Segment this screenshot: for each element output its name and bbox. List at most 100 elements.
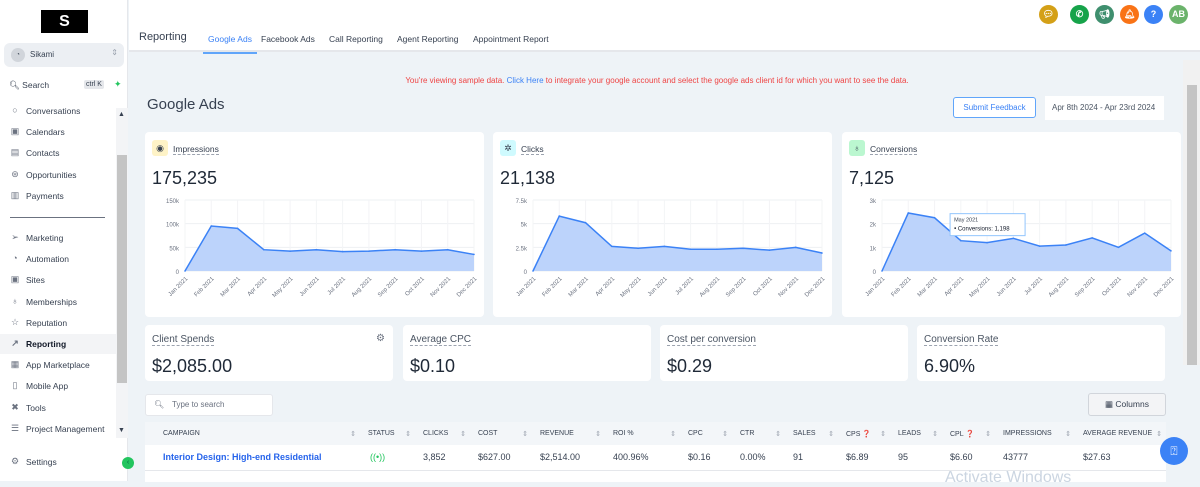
sort-icon[interactable]: ⇕ — [405, 430, 411, 438]
sort-icon[interactable]: ⇕ — [350, 430, 356, 438]
sort-icon[interactable]: ⇕ — [722, 430, 728, 438]
data-point[interactable] — [394, 248, 396, 251]
phone-icon[interactable]: ✆ — [1070, 5, 1089, 24]
sidebar-item-tools[interactable]: ✖ Tools — [0, 398, 116, 418]
data-point[interactable] — [584, 221, 587, 224]
collapse-sidebar-button[interactable]: ‹ — [122, 457, 134, 469]
date-range-picker[interactable]: Apr 8th 2024 - Apr 23rd 2024 — [1045, 96, 1164, 120]
data-point[interactable] — [1065, 244, 1067, 246]
data-point[interactable] — [768, 249, 771, 251]
user-avatar[interactable]: AB — [1169, 5, 1188, 24]
scroll-up-icon[interactable]: ▲ — [118, 111, 125, 118]
column-header-average-revenue[interactable]: AVERAGE REVENUE ⇕ — [1075, 422, 1166, 445]
click-here-link[interactable]: Click Here — [506, 76, 544, 85]
sidebar-item-opportunities[interactable]: ⊛ Opportunities — [0, 165, 116, 185]
campaign-link[interactable]: Interior Design: High-end Residential — [145, 445, 360, 471]
sort-icon[interactable]: ⇕ — [932, 430, 938, 438]
data-point[interactable] — [1012, 237, 1015, 240]
column-header-leads[interactable]: LEADS ⇕ — [890, 422, 942, 445]
sort-icon[interactable]: ⇕ — [1156, 430, 1162, 438]
sort-icon[interactable]: ⇕ — [775, 430, 781, 438]
data-point[interactable] — [1170, 250, 1172, 252]
data-point[interactable] — [716, 248, 718, 251]
sidebar-item-payments[interactable]: ▥ Payments — [0, 186, 116, 206]
sidebar-item-settings[interactable]: ⚙ Settings — [0, 452, 116, 472]
sidebar-item-calendars[interactable]: ▣ Calendars — [0, 122, 116, 142]
column-header-campaign[interactable]: CAMPAIGN ⇕ — [145, 422, 360, 445]
data-point[interactable] — [368, 250, 370, 252]
info-icon[interactable]: ❓ — [862, 430, 872, 438]
data-point[interactable] — [1117, 246, 1120, 249]
data-point[interactable] — [637, 247, 639, 250]
submit-feedback-button[interactable]: Submit Feedback — [953, 97, 1036, 118]
data-point[interactable] — [881, 270, 883, 272]
account-switcher[interactable]: ◔ Sikami ⇕ — [4, 43, 124, 67]
table-search-input[interactable]: 🔍︎ Type to search — [145, 394, 273, 416]
sort-icon[interactable]: ⇕ — [460, 430, 466, 438]
info-icon[interactable]: ❓ — [965, 430, 975, 438]
scroll-down-icon[interactable]: ▼ — [118, 427, 125, 434]
tab-call-reporting[interactable]: Call Reporting — [329, 34, 383, 44]
data-point[interactable] — [315, 248, 318, 251]
tab-google-ads[interactable]: Google Ads — [203, 34, 257, 54]
sidebar-item-marketing[interactable]: ➢ Marketing — [0, 228, 116, 248]
main-scroll-thumb[interactable] — [1187, 85, 1197, 365]
column-header-status[interactable]: STATUS ⇕ — [360, 422, 415, 445]
main-scrollbar[interactable] — [1183, 60, 1200, 365]
column-header-roi-[interactable]: ROI % ⇕ — [605, 422, 680, 445]
sidebar-item-sites[interactable]: ▣ Sites — [0, 270, 116, 290]
gear-icon[interactable]: ⚙ — [376, 333, 385, 344]
column-header-impressions[interactable]: IMPRESSIONS ⇕ — [995, 422, 1075, 445]
megaphone-icon[interactable]: 📢︎ — [1095, 5, 1114, 24]
data-point[interactable] — [236, 227, 239, 230]
sidebar-item-automation[interactable]: ◔ Automation — [0, 249, 116, 269]
sort-icon[interactable]: ⇕ — [595, 430, 601, 438]
column-header-cpc[interactable]: CPC ⇕ — [680, 422, 732, 445]
data-point[interactable] — [263, 248, 265, 251]
data-point[interactable] — [184, 270, 186, 272]
data-point[interactable] — [558, 215, 561, 217]
sidebar-item-contacts[interactable]: ▤ Contacts — [0, 143, 116, 163]
tab-appointment-report[interactable]: Appointment Report — [473, 34, 549, 44]
sidebar-item-mobile-app[interactable]: ▯ Mobile App — [0, 376, 116, 396]
data-point[interactable] — [907, 212, 910, 214]
sidebar-search[interactable]: 🔍︎ Search ctrl K ✦ — [4, 76, 124, 94]
sort-icon[interactable]: ⇕ — [1065, 430, 1071, 438]
column-header-ctr[interactable]: CTR ⇕ — [732, 422, 785, 445]
help-icon[interactable]: ? — [1144, 5, 1163, 24]
data-point[interactable] — [210, 225, 213, 227]
sort-icon[interactable]: ⇕ — [670, 430, 676, 438]
data-point[interactable] — [933, 216, 936, 219]
data-point[interactable] — [532, 270, 534, 272]
sort-icon[interactable]: ⇕ — [880, 430, 886, 438]
feedback-widget-button[interactable]: ⍰ — [1160, 437, 1188, 465]
column-header-cost[interactable]: COST ⇕ — [470, 422, 532, 445]
sort-icon[interactable]: ⇕ — [985, 430, 991, 438]
sidebar-item-conversations[interactable]: ○ Conversations — [0, 101, 116, 121]
column-header-clicks[interactable]: CLICKS ⇕ — [415, 422, 470, 445]
data-point[interactable] — [289, 250, 291, 252]
sidebar-item-app-marketplace[interactable]: ▦ App Marketplace — [0, 355, 116, 375]
data-point[interactable] — [611, 245, 613, 248]
column-header-revenue[interactable]: REVENUE ⇕ — [532, 422, 605, 445]
data-point[interactable] — [794, 246, 797, 249]
data-point[interactable] — [420, 250, 423, 252]
chat-icon[interactable]: 💬︎ — [1039, 5, 1058, 24]
data-point[interactable] — [473, 253, 475, 256]
data-point[interactable] — [821, 252, 823, 254]
sidebar-item-reporting[interactable]: ↗ Reporting — [0, 334, 116, 354]
sidebar-item-memberships[interactable]: ♁ Memberships — [0, 292, 116, 312]
data-point[interactable] — [1143, 232, 1146, 234]
sidebar-item-reputation[interactable]: ☆ Reputation — [0, 313, 116, 333]
column-header-cps[interactable]: CPS ❓ ⇕ — [838, 422, 890, 445]
data-point[interactable] — [446, 248, 449, 251]
table-row[interactable] — [145, 470, 1166, 482]
data-point[interactable] — [1038, 245, 1041, 247]
sort-icon[interactable]: ⇕ — [522, 430, 528, 438]
tab-facebook-ads[interactable]: Facebook Ads — [261, 34, 315, 44]
tab-agent-reporting[interactable]: Agent Reporting — [397, 34, 459, 44]
data-point[interactable] — [960, 239, 962, 242]
table-row[interactable]: Interior Design: High-end Residential ((… — [145, 445, 1166, 471]
data-point[interactable] — [986, 241, 988, 244]
column-header-cpl[interactable]: CPL ❓ ⇕ — [942, 422, 995, 445]
